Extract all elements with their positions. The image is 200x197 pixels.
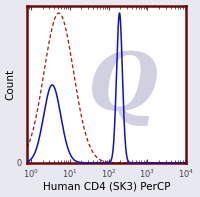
Text: Q: Q [88, 49, 158, 126]
Y-axis label: Count: Count [6, 69, 16, 100]
X-axis label: Human CD4 (SK3) PerCP: Human CD4 (SK3) PerCP [43, 181, 170, 191]
